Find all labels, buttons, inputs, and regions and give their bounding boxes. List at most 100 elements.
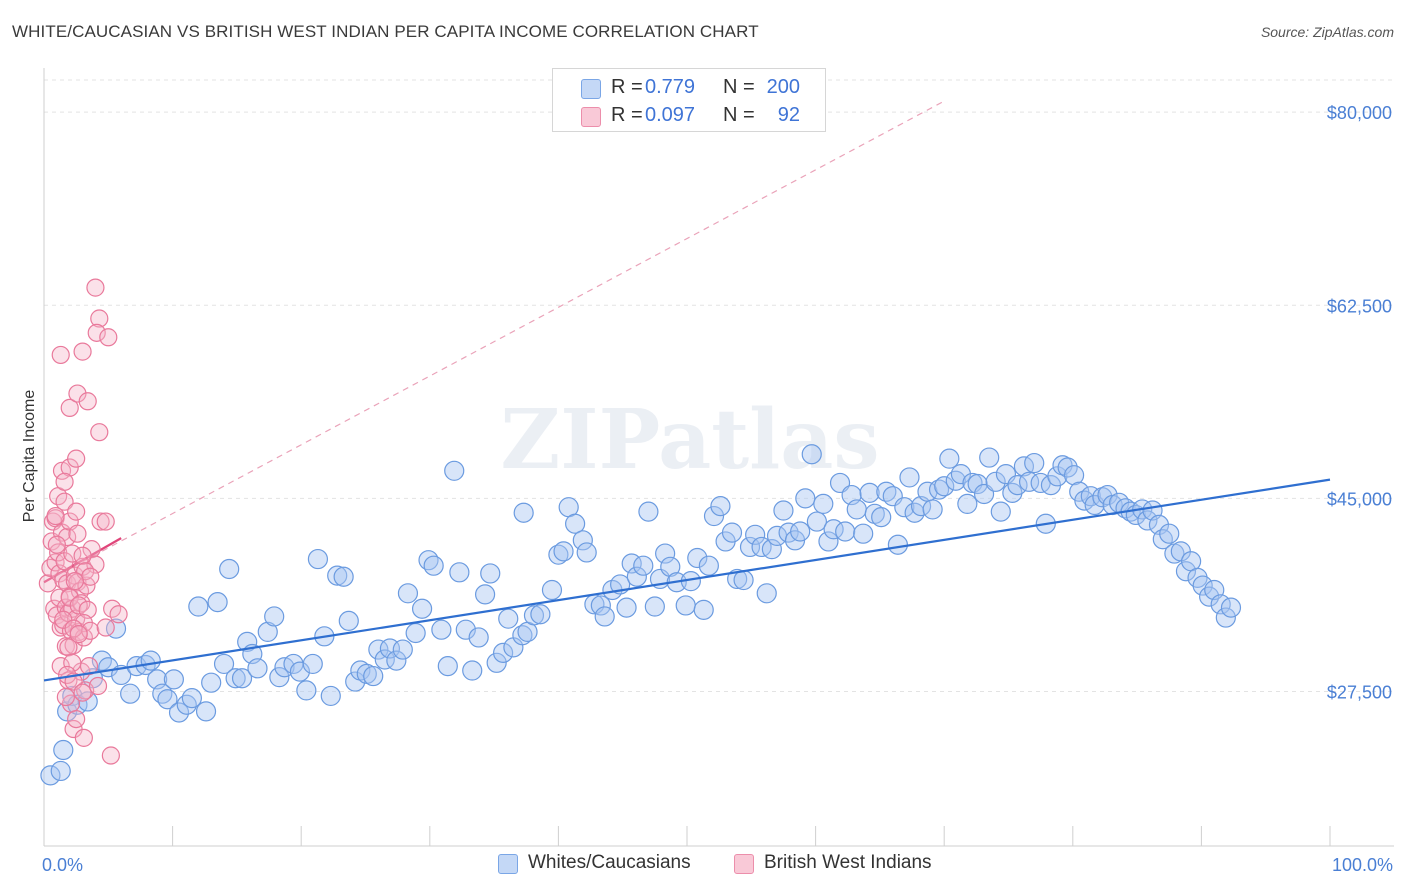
data-point-whites (257, 621, 278, 643)
data-point-whites (698, 555, 719, 576)
data-point-whites (934, 476, 955, 497)
data-point-whites (638, 501, 659, 522)
data-point-whites (687, 547, 708, 569)
data-point-whites (745, 524, 766, 545)
data-point-whites (727, 568, 748, 590)
data-point-whites (449, 562, 470, 583)
data-point-whites (773, 500, 794, 521)
data-point-whites (939, 448, 960, 469)
data-point-whites (693, 599, 714, 620)
data-point-whites (181, 688, 202, 709)
legend-swatch-pink (581, 107, 601, 127)
data-point-whites (985, 471, 1006, 492)
data-point-whites (468, 627, 489, 648)
watermark: ZIPatlas (500, 392, 879, 488)
chart-title: WHITE/CAUCASIAN VS BRITISH WEST INDIAN P… (12, 22, 759, 41)
data-point-whites (990, 501, 1011, 522)
data-point-whites (455, 619, 476, 640)
legend-row-whites: R = 0.779 N = 200 (553, 74, 825, 102)
data-point-whites (168, 702, 190, 723)
data-point-whites (513, 502, 534, 523)
data-point-bwi (69, 596, 88, 615)
data-point-bwi (72, 594, 91, 613)
data-point-whites (675, 595, 696, 616)
data-point-whites (213, 653, 235, 675)
data-point-whites (195, 701, 217, 722)
data-point-whites (887, 534, 909, 555)
data-point-whites (655, 543, 676, 564)
data-point-whites (523, 605, 545, 626)
data-point-whites (1063, 465, 1085, 486)
data-point-whites (1007, 475, 1028, 496)
data-point-whites (806, 511, 827, 532)
data-point-bwi (59, 638, 78, 657)
y-tick-label: $62,500 (1327, 296, 1392, 316)
data-point-bwi (47, 535, 66, 554)
data-point-bwi (77, 576, 96, 595)
data-point-bwi (55, 492, 74, 511)
y-tick-label: $45,000 (1327, 489, 1392, 509)
data-point-whites (616, 597, 637, 618)
data-point-whites (795, 488, 816, 509)
data-point-whites (397, 583, 419, 604)
data-point-bwi (81, 567, 100, 586)
data-point-bwi (68, 524, 87, 543)
data-point-whites (207, 592, 228, 613)
blue-points (40, 444, 1242, 786)
data-point-whites (1220, 597, 1242, 618)
data-point-whites (163, 669, 184, 690)
data-point-whites (1152, 529, 1173, 550)
data-point-bwi (86, 278, 105, 297)
data-point-whites (541, 579, 563, 601)
data-point-whites (871, 507, 892, 528)
data-point-bwi (74, 728, 93, 747)
data-point-bwi (55, 552, 74, 571)
data-point-whites (50, 760, 71, 782)
data-point-bwi (87, 323, 106, 342)
trend-line-whites (43, 478, 1331, 682)
data-point-whites (721, 522, 743, 543)
data-point-whites (835, 521, 856, 542)
legend-n-value: 200 (766, 76, 800, 98)
data-point-bwi (78, 392, 97, 411)
data-point-whites (761, 539, 782, 560)
data-point-bwi (69, 625, 88, 644)
data-point-whites (739, 536, 761, 558)
data-point-whites (498, 608, 519, 629)
data-point-whites (307, 548, 329, 570)
data-point-bwi (73, 683, 92, 702)
blue-trend (43, 478, 1331, 682)
data-point-whites (264, 606, 285, 627)
data-point-whites (922, 499, 943, 520)
data-point-whites (53, 739, 74, 761)
data-point-whites (1097, 484, 1118, 506)
data-point-whites (423, 555, 444, 576)
data-point-bwi (99, 328, 118, 347)
legend-r-value: 0.779 (645, 76, 696, 98)
gridlines (44, 79, 1394, 693)
data-point-whites (405, 622, 426, 644)
data-point-whites (486, 652, 507, 673)
data-point-whites (480, 563, 501, 584)
data-point-whites (338, 610, 359, 631)
data-point-bwi (101, 746, 120, 765)
data-point-whites (1175, 561, 1197, 582)
data-point-whites (225, 668, 246, 689)
data-point-whites (392, 639, 413, 660)
data-point-whites (437, 656, 458, 677)
data-point-whites (40, 765, 61, 786)
data-point-bwi (109, 605, 128, 624)
data-point-whites (590, 595, 611, 616)
data-point-whites (219, 558, 240, 580)
data-point-whites (120, 683, 141, 704)
data-point-whites (493, 642, 514, 663)
data-point-whites (565, 513, 586, 534)
legend-row-bwi: R = 0.097 N = 92 (553, 102, 825, 130)
data-point-bwi (67, 502, 86, 521)
data-point-whites (77, 691, 98, 712)
data-point-bwi (88, 676, 108, 696)
data-point-bwi (67, 449, 86, 468)
data-point-whites (626, 566, 647, 587)
data-point-whites (237, 631, 258, 652)
bottom-legend-label: British West Indians (764, 852, 932, 873)
